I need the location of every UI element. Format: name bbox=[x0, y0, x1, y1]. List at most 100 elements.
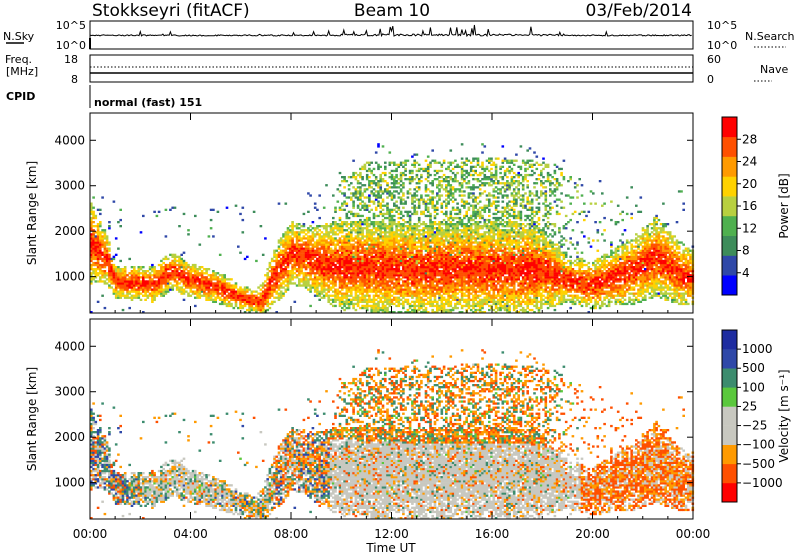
power-cell bbox=[393, 208, 396, 211]
power-cell bbox=[365, 169, 369, 173]
power-cell bbox=[356, 186, 360, 189]
power-cell bbox=[105, 261, 109, 265]
power-cell bbox=[221, 286, 224, 289]
power-cell bbox=[379, 298, 382, 301]
power-cell bbox=[460, 304, 464, 308]
power-cell bbox=[291, 278, 294, 281]
power-cell bbox=[451, 249, 455, 252]
power-cell bbox=[440, 237, 444, 240]
power-cell bbox=[442, 286, 446, 289]
power-cell bbox=[404, 259, 407, 263]
power-cell bbox=[293, 245, 297, 248]
power-cell bbox=[329, 276, 333, 279]
power-cell bbox=[374, 272, 378, 275]
power-cell bbox=[277, 298, 281, 301]
power-cell bbox=[341, 241, 344, 244]
power-cell bbox=[282, 263, 285, 267]
power-cell bbox=[173, 278, 177, 281]
power-cell bbox=[447, 302, 450, 306]
power-cell bbox=[422, 263, 425, 267]
power-cell bbox=[194, 290, 197, 293]
power-cell bbox=[368, 225, 371, 228]
power-cell bbox=[275, 290, 278, 293]
power-cell bbox=[359, 241, 362, 244]
power-cell bbox=[420, 237, 423, 240]
power-cell bbox=[361, 229, 364, 232]
power-cell bbox=[307, 288, 310, 291]
power-cell bbox=[175, 286, 179, 289]
power-cell bbox=[395, 284, 398, 287]
power-cell bbox=[431, 294, 434, 297]
power-cell bbox=[420, 311, 423, 314]
power-cell bbox=[114, 284, 118, 287]
power-cell bbox=[368, 304, 371, 308]
power-cell bbox=[352, 206, 355, 209]
power-cell bbox=[467, 235, 471, 238]
power-cell bbox=[332, 221, 335, 224]
power-cell bbox=[467, 296, 471, 299]
power-cell bbox=[322, 294, 326, 297]
power-cell bbox=[162, 257, 165, 261]
power-cell bbox=[327, 251, 330, 254]
power-cell bbox=[413, 223, 416, 226]
power-cell bbox=[99, 231, 102, 234]
power-cell bbox=[374, 178, 378, 181]
power-cell bbox=[372, 255, 376, 258]
power-cell bbox=[447, 165, 450, 168]
power-cell bbox=[406, 274, 410, 277]
power-cell bbox=[399, 284, 403, 287]
power-cell bbox=[221, 278, 224, 281]
power-cell bbox=[431, 284, 434, 287]
power-cell bbox=[180, 280, 183, 283]
power-cell bbox=[166, 280, 170, 283]
power-cell bbox=[433, 161, 437, 164]
power-cell bbox=[469, 247, 473, 250]
power-cell bbox=[316, 290, 319, 293]
power-cell bbox=[241, 292, 245, 295]
power-cell bbox=[361, 233, 364, 236]
power-cell bbox=[463, 278, 466, 281]
power-cell bbox=[347, 237, 351, 240]
power-cell bbox=[386, 268, 389, 271]
power-cell bbox=[413, 311, 416, 314]
power-cell bbox=[270, 276, 274, 279]
power-cell bbox=[248, 311, 251, 314]
power-cell bbox=[354, 251, 358, 254]
power-cell bbox=[395, 176, 398, 179]
power-cell bbox=[227, 304, 231, 308]
power-cell bbox=[248, 306, 251, 310]
power-cell bbox=[300, 237, 303, 240]
power-cell bbox=[307, 280, 310, 283]
power-cell bbox=[318, 247, 321, 250]
power-cell bbox=[307, 227, 310, 230]
power-cell bbox=[420, 239, 423, 242]
power-cell bbox=[282, 245, 285, 248]
power-cell bbox=[166, 276, 170, 279]
power-cell bbox=[356, 286, 360, 289]
power-cell bbox=[386, 249, 389, 252]
power-cell bbox=[451, 284, 455, 287]
power-cell bbox=[463, 288, 466, 291]
power-cell bbox=[309, 194, 312, 197]
power-cell bbox=[408, 188, 412, 191]
power-cell bbox=[361, 278, 364, 281]
power-cell bbox=[291, 272, 294, 275]
power-cell bbox=[456, 241, 459, 244]
power-cell bbox=[243, 292, 247, 295]
power-cell bbox=[456, 243, 459, 246]
power-cell bbox=[422, 302, 425, 306]
power-cell bbox=[99, 272, 102, 275]
power-cell bbox=[157, 210, 161, 213]
power-cell bbox=[390, 253, 394, 256]
power-cell bbox=[298, 249, 301, 252]
power-cell bbox=[345, 288, 349, 291]
power-cell bbox=[442, 270, 446, 273]
power-cell bbox=[460, 253, 464, 256]
power-cell bbox=[246, 302, 249, 306]
power-cell bbox=[440, 276, 444, 279]
power-cell bbox=[209, 280, 213, 283]
power-cell bbox=[365, 270, 369, 273]
power-cell bbox=[433, 286, 437, 289]
power-cell bbox=[359, 255, 362, 258]
power-cell bbox=[374, 294, 378, 297]
